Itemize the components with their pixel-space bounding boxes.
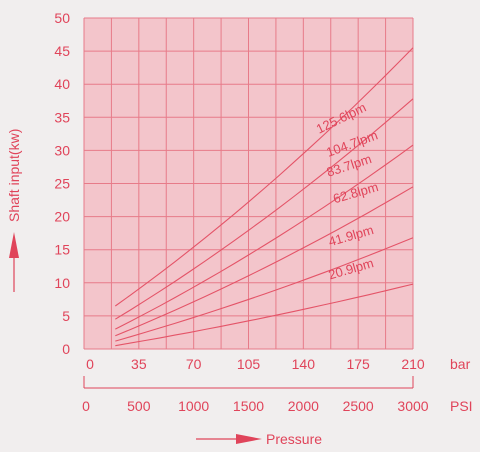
x-tick-label-psi: 0	[82, 398, 90, 414]
y-tick-label: 15	[54, 242, 70, 258]
series-line	[115, 283, 414, 347]
y-tick-label: 5	[62, 308, 70, 324]
x-axis: 0 35 70 105 140 175 210 0 500 1000 1500 2000 2500 300…	[82, 356, 429, 414]
y-axis-arrow-icon	[9, 232, 19, 258]
x-tick-label-bar: 35	[131, 356, 147, 372]
x-tick-label-bar: 175	[346, 356, 370, 372]
y-tick-label: 40	[54, 76, 70, 92]
series-line	[115, 144, 414, 330]
series-line	[115, 237, 414, 342]
y-tick-label: 50	[54, 10, 70, 26]
series-line	[115, 98, 414, 320]
y-tick-label: 10	[54, 275, 70, 291]
x-tick-label-psi: 1500	[233, 398, 264, 414]
x-unit-psi-label: PSI	[450, 398, 473, 414]
x-axis-arrow-icon	[236, 434, 262, 444]
x-tick-label-psi: 3000	[397, 398, 428, 414]
y-tick-label: 20	[54, 209, 70, 225]
x-tick-label-bar: 70	[186, 356, 202, 372]
y-tick-label: 35	[54, 109, 70, 125]
x-axis-title: Pressure	[266, 431, 322, 447]
x-tick-label-psi: 1000	[178, 398, 209, 414]
x-tick-label-psi: 500	[127, 398, 151, 414]
x-tick-label-bar: 210	[401, 356, 425, 372]
y-axis: 0 5 10 15 20 25 30 35 40 45 50	[54, 10, 70, 357]
y-axis-title: Shaft input(kw)	[6, 129, 22, 222]
y-tick-label: 0	[62, 341, 70, 357]
y-axis-title-group: Shaft input(kw)	[6, 129, 22, 292]
series-line	[115, 186, 414, 337]
x-tick-label-bar: 140	[292, 356, 316, 372]
x-axis-title-group: Pressure	[196, 431, 322, 447]
x-tick-label-psi: 2000	[288, 398, 319, 414]
x-tick-label-bar: 105	[237, 356, 261, 372]
x-unit-bar-label: bar	[450, 356, 471, 372]
y-tick-label: 45	[54, 43, 70, 59]
x-tick-label-bar: 0	[86, 356, 94, 372]
y-tick-label: 25	[54, 176, 70, 192]
x-tick-label-psi: 2500	[343, 398, 374, 414]
curves	[114, 47, 414, 347]
y-tick-label: 30	[54, 142, 70, 158]
series-line	[114, 47, 414, 307]
